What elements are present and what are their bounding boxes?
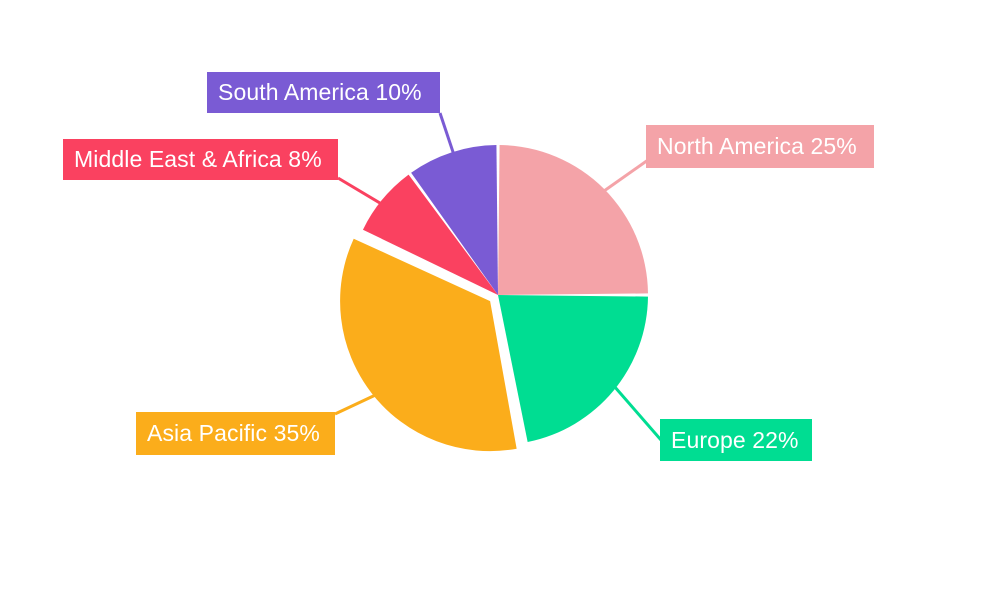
- pie-label-north-america[interactable]: North America 25%: [646, 125, 874, 168]
- pie-slice-middle-east-africa[interactable]: [362, 174, 498, 295]
- pie-label-text: Europe 22%: [671, 426, 799, 453]
- pie-slice-south-america[interactable]: [411, 145, 498, 295]
- pie-slice-europe[interactable]: [498, 295, 648, 443]
- pie-slice-asia-pacific[interactable]: [340, 238, 517, 452]
- pie-label-text: South America 10%: [218, 79, 422, 105]
- pie-slice-north-america[interactable]: [498, 145, 648, 295]
- pie-label-text: North America 25%: [657, 133, 857, 159]
- leader-line-middle-east-africa: [337, 176, 386, 208]
- pie-label-middle-east-africa[interactable]: Middle East & Africa 8%: [63, 139, 338, 180]
- pie-label-asia-pacific[interactable]: Asia Pacific 35%: [136, 412, 335, 455]
- pie-label-europe[interactable]: Europe 22%: [660, 419, 812, 461]
- leader-line-europe: [612, 385, 663, 441]
- pie-label-text: Middle East & Africa 8%: [74, 146, 322, 172]
- pie-label-south-america[interactable]: South America 10%: [207, 72, 440, 113]
- pie-label-text: Asia Pacific 35%: [147, 420, 320, 446]
- leader-line-north-america: [603, 158, 649, 193]
- pie-wedge-group: [340, 145, 648, 452]
